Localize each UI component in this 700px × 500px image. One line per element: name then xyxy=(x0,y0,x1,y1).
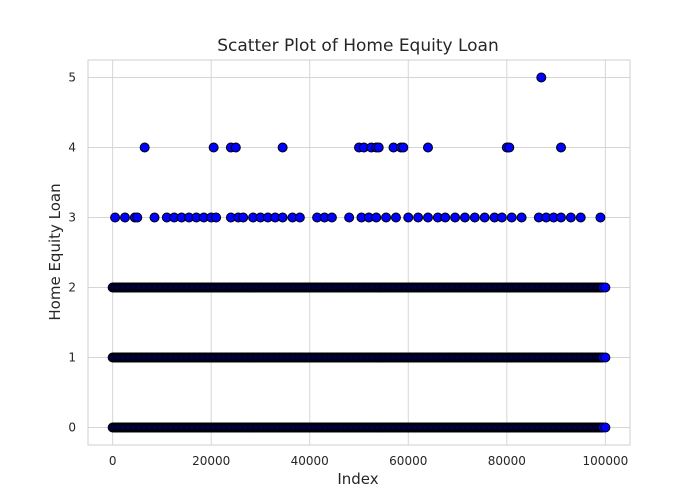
grid-lines xyxy=(88,60,630,445)
data-point xyxy=(422,212,433,223)
data-point xyxy=(390,212,401,223)
data-point xyxy=(132,212,143,223)
data-point xyxy=(600,352,611,363)
data-point xyxy=(600,422,611,433)
data-point xyxy=(211,212,222,223)
data-point xyxy=(575,212,586,223)
y-tick-label: 1 xyxy=(68,351,76,365)
data-point xyxy=(479,212,490,223)
data-point xyxy=(506,212,517,223)
data-point xyxy=(208,142,219,153)
data-point xyxy=(294,212,305,223)
data-point xyxy=(139,142,150,153)
data-point xyxy=(149,212,160,223)
y-tick-label: 2 xyxy=(68,281,76,295)
plot-frame xyxy=(87,59,631,446)
x-tick-label: 20000 xyxy=(192,454,230,468)
x-tick-label: 40000 xyxy=(291,454,329,468)
data-point xyxy=(565,212,576,223)
x-axis-label: Index xyxy=(337,470,378,488)
data-point xyxy=(450,212,461,223)
y-axis-label: Home Equity Loan xyxy=(46,183,64,320)
y-tick-label: 4 xyxy=(68,141,76,155)
x-tick-label: 100000 xyxy=(582,454,628,468)
data-point xyxy=(277,142,288,153)
data-point xyxy=(600,282,611,293)
data-point xyxy=(556,142,567,153)
data-point xyxy=(440,212,451,223)
data-point xyxy=(516,212,527,223)
data-point xyxy=(496,212,507,223)
data-point xyxy=(238,212,249,223)
data-point xyxy=(277,212,288,223)
y-tick-label: 0 xyxy=(68,421,76,435)
data-point xyxy=(230,142,241,153)
x-tick-label: 0 xyxy=(109,454,117,468)
data-point xyxy=(536,72,547,83)
data-point xyxy=(371,212,382,223)
x-tick-label: 60000 xyxy=(389,454,427,468)
data-point xyxy=(119,212,130,223)
data-point xyxy=(381,212,392,223)
y-tick-label: 3 xyxy=(68,211,76,225)
data-point xyxy=(110,212,121,223)
data-point xyxy=(326,212,337,223)
data-point xyxy=(344,212,355,223)
data-point xyxy=(459,212,470,223)
y-tick-label: 5 xyxy=(68,71,76,85)
data-points xyxy=(107,72,611,433)
data-point xyxy=(373,142,384,153)
data-point xyxy=(556,212,567,223)
x-tick-labels: 0 20000 40000 60000 80000 100000 xyxy=(109,454,628,468)
data-point xyxy=(398,142,409,153)
data-point xyxy=(504,142,515,153)
chart-title: Scatter Plot of Home Equity Loan xyxy=(217,36,499,56)
data-point xyxy=(595,212,606,223)
y-tick-labels: 0 1 2 3 4 5 xyxy=(68,71,76,435)
x-tick-label: 80000 xyxy=(488,454,526,468)
data-point xyxy=(403,212,414,223)
data-point xyxy=(469,212,480,223)
data-point xyxy=(422,142,433,153)
data-point xyxy=(413,212,424,223)
